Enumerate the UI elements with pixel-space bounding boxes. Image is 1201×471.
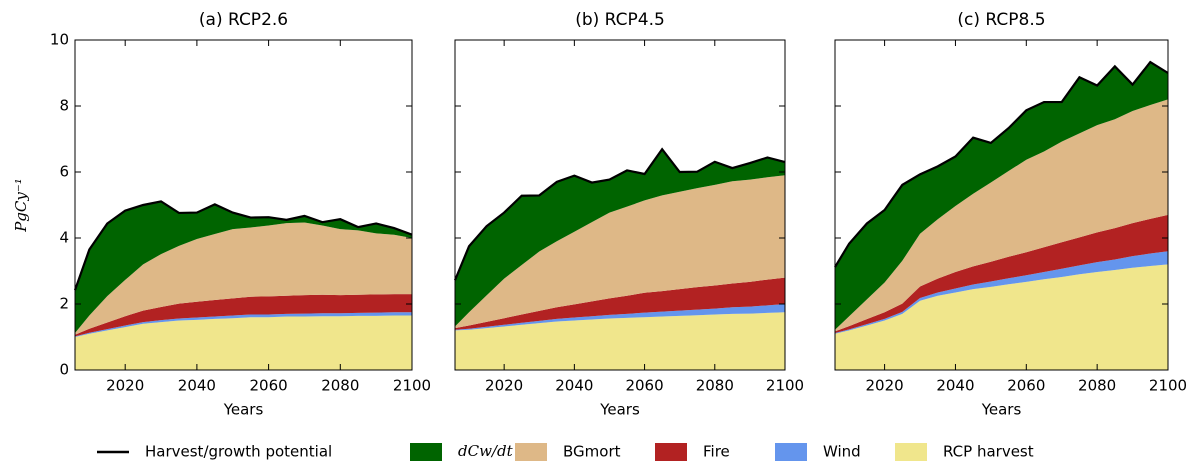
y-tick-label: 0 — [59, 361, 69, 379]
y-axis-label: PgCy⁻¹ — [12, 178, 30, 233]
area — [455, 149, 785, 327]
legend-swatch — [775, 443, 807, 461]
x-tick-label: 2020 — [866, 377, 904, 395]
line — [834, 60, 1169, 268]
area — [455, 277, 785, 330]
x-axis-label: Years — [981, 401, 1022, 419]
y-tick-label: 4 — [59, 229, 69, 247]
legend-label: dCw/dt — [458, 442, 514, 460]
panel-title: (c) RCP8.5 — [957, 10, 1045, 30]
y-tick-label: 8 — [59, 97, 69, 115]
area — [455, 304, 785, 331]
area — [835, 264, 1168, 370]
area — [75, 312, 412, 337]
legend-label: Wind — [823, 443, 861, 461]
x-tick-label: 2060 — [1007, 377, 1045, 395]
x-tick-label: 2100 — [766, 377, 804, 395]
x-axis-label: Years — [223, 401, 264, 419]
legend-label: BGmort — [563, 443, 621, 461]
x-tick-label: 2080 — [321, 377, 359, 395]
legend-label: Harvest/growth potential — [145, 443, 332, 461]
x-tick-label: 2080 — [696, 377, 734, 395]
area — [75, 315, 412, 370]
y-tick-label: 2 — [59, 295, 69, 313]
x-axis-label: Years — [599, 401, 640, 419]
y-tick-label: 10 — [50, 31, 69, 49]
x-tick-label: 2020 — [485, 377, 523, 395]
legend-swatch — [895, 443, 927, 461]
legend-swatch — [655, 443, 687, 461]
line — [453, 147, 786, 281]
area — [835, 214, 1168, 334]
x-tick-label: 2040 — [936, 377, 974, 395]
x-tick-label: 2100 — [1149, 377, 1187, 395]
plot-frame — [74, 39, 413, 371]
panel-title: (b) RCP4.5 — [575, 10, 665, 30]
area — [835, 62, 1168, 330]
legend-label: Fire — [703, 443, 730, 461]
line — [73, 200, 413, 291]
panel-title: (a) RCP2.6 — [199, 10, 288, 30]
area — [75, 222, 412, 335]
area — [455, 175, 785, 329]
x-tick-label: 2020 — [106, 377, 144, 395]
x-tick-label: 2100 — [393, 377, 431, 395]
plot-frame — [454, 39, 786, 371]
x-tick-label: 2040 — [555, 377, 593, 395]
y-tick-label: 6 — [59, 163, 69, 181]
area — [835, 99, 1168, 332]
area — [75, 294, 412, 337]
x-tick-label: 2060 — [250, 377, 288, 395]
area — [835, 251, 1168, 334]
plot-frame — [834, 39, 1169, 371]
area — [455, 312, 785, 370]
legend-label: RCP harvest — [943, 443, 1034, 461]
area — [75, 201, 412, 334]
x-tick-label: 2040 — [178, 377, 216, 395]
legend-swatch — [410, 443, 442, 461]
x-tick-label: 2080 — [1078, 377, 1116, 395]
legend-swatch — [515, 443, 547, 461]
x-tick-label: 2060 — [625, 377, 663, 395]
